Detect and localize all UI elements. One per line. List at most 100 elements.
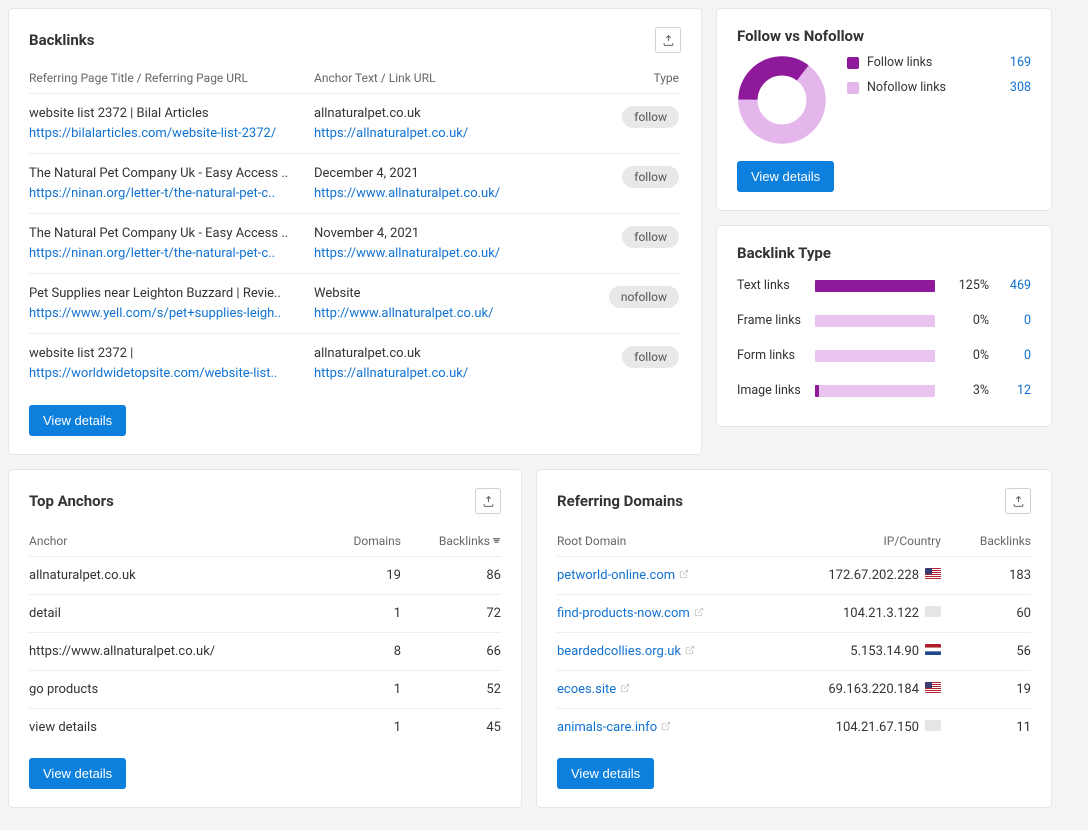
- anchor-backlinks: 86: [401, 568, 501, 583]
- ip-address: 172.67.202.228: [828, 568, 919, 583]
- col-header-anchor: Anchor Text / Link URL: [314, 71, 604, 85]
- domain-backlinks: 183: [941, 568, 1031, 583]
- anchor-domains: 1: [301, 720, 401, 735]
- col-header-domain[interactable]: Root Domain: [557, 534, 791, 548]
- link-url[interactable]: https://www.allnaturalpet.co.uk/: [314, 186, 594, 201]
- anchor-text: detail: [29, 606, 301, 621]
- anchor-text: December 4, 2021: [314, 166, 594, 181]
- external-link-icon: [661, 720, 671, 735]
- ip-address: 104.21.3.122: [843, 606, 919, 621]
- referring-url[interactable]: https://worldwidetopsite.com/website-lis…: [29, 366, 304, 381]
- link-url[interactable]: https://www.allnaturalpet.co.uk/: [314, 246, 594, 261]
- blt-value[interactable]: 0: [989, 313, 1031, 328]
- referring-title: website list 2372 |: [29, 346, 304, 361]
- view-details-button[interactable]: View details: [557, 758, 654, 789]
- col-header-backlinks[interactable]: Backlinks: [401, 534, 501, 548]
- referring-url[interactable]: https://ninan.org/letter-t/the-natural-p…: [29, 186, 304, 201]
- legend-value-nofollow[interactable]: 308: [1010, 80, 1031, 95]
- col-header-domains[interactable]: Domains: [301, 534, 401, 548]
- backlink-row: website list 2372 | Bilal Articles https…: [29, 93, 681, 153]
- domain-link[interactable]: beardedcollies.org.uk: [557, 644, 695, 659]
- col-header-ip[interactable]: IP/Country: [791, 534, 941, 548]
- country-flag-icon: [925, 568, 941, 583]
- follow-nofollow-panel: Follow vs Nofollow Follow links 169: [716, 8, 1052, 211]
- domain-backlinks: 11: [941, 720, 1031, 735]
- blt-value[interactable]: 0: [989, 348, 1031, 363]
- view-details-button[interactable]: View details: [737, 161, 834, 192]
- domain-link[interactable]: ecoes.site: [557, 682, 630, 697]
- ip-address: 104.21.67.150: [836, 720, 919, 735]
- ip-address: 5.153.14.90: [850, 644, 919, 659]
- blt-percent: 0%: [947, 313, 989, 328]
- backlink-type-row: Frame links 0% 0: [737, 303, 1031, 338]
- export-button[interactable]: [655, 27, 681, 53]
- top-anchors-title: Top Anchors: [29, 492, 114, 510]
- external-link-icon: [685, 644, 695, 659]
- ip-address: 69.163.220.184: [828, 682, 919, 697]
- blt-value[interactable]: 469: [989, 278, 1031, 293]
- export-button[interactable]: [1005, 488, 1031, 514]
- anchor-row: https://www.allnaturalpet.co.uk/ 8 66: [29, 632, 501, 670]
- referring-url[interactable]: https://ninan.org/letter-t/the-natural-p…: [29, 246, 304, 261]
- backlink-type-row: Text links 125% 469: [737, 268, 1031, 303]
- swatch-follow: [847, 57, 859, 69]
- blt-value[interactable]: 12: [989, 383, 1031, 398]
- view-details-button[interactable]: View details: [29, 405, 126, 436]
- col-header-backlinks[interactable]: Backlinks: [941, 534, 1031, 548]
- export-icon: [662, 34, 675, 47]
- domain-link[interactable]: find-products-now.com: [557, 606, 704, 621]
- referring-title: website list 2372 | Bilal Articles: [29, 106, 304, 121]
- sort-desc-icon: [492, 536, 501, 545]
- domain-row: find-products-now.com 104.21.3.122 60: [557, 594, 1031, 632]
- backlink-type-row: Form links 0% 0: [737, 338, 1031, 373]
- domain-row: ecoes.site 69.163.220.184 19: [557, 670, 1031, 708]
- domain-backlinks: 19: [941, 682, 1031, 697]
- backlink-type-panel: Backlink Type Text links 125% 469 Frame …: [716, 225, 1052, 427]
- domain-backlinks: 56: [941, 644, 1031, 659]
- country-flag-icon: [925, 606, 941, 621]
- col-header-referring: Referring Page Title / Referring Page UR…: [29, 71, 314, 85]
- referring-url[interactable]: https://www.yell.com/s/pet+supplies-leig…: [29, 306, 304, 321]
- donut-chart: [737, 55, 827, 145]
- follow-type-pill: follow: [622, 166, 679, 188]
- domain-link[interactable]: animals-care.info: [557, 720, 671, 735]
- external-link-icon: [694, 606, 704, 621]
- view-details-button[interactable]: View details: [29, 758, 126, 789]
- referring-title: The Natural Pet Company Uk - Easy Access…: [29, 166, 304, 181]
- blt-bar: [815, 280, 935, 292]
- link-url[interactable]: https://allnaturalpet.co.uk/: [314, 126, 594, 141]
- col-header-anchor[interactable]: Anchor: [29, 534, 301, 548]
- top-anchors-panel: Top Anchors Anchor Domains Backlinks all…: [8, 469, 522, 808]
- blt-percent: 125%: [947, 278, 989, 293]
- anchor-domains: 1: [301, 682, 401, 697]
- backlink-row: Pet Supplies near Leighton Buzzard | Rev…: [29, 273, 681, 333]
- anchor-text: November 4, 2021: [314, 226, 594, 241]
- legend-label-follow: Follow links: [867, 55, 932, 70]
- anchor-row: view details 1 45: [29, 708, 501, 746]
- follow-type-pill: follow: [622, 346, 679, 368]
- referring-domains-title: Referring Domains: [557, 492, 683, 510]
- export-button[interactable]: [475, 488, 501, 514]
- anchor-backlinks: 45: [401, 720, 501, 735]
- external-link-icon: [679, 568, 689, 583]
- col-header-type: Type: [604, 71, 679, 85]
- referring-url[interactable]: https://bilalarticles.com/website-list-2…: [29, 126, 304, 141]
- external-link-icon: [620, 682, 630, 697]
- anchor-row: go products 1 52: [29, 670, 501, 708]
- link-url[interactable]: http://www.allnaturalpet.co.uk/: [314, 306, 594, 321]
- blt-percent: 3%: [947, 383, 989, 398]
- follow-type-pill: follow: [622, 106, 679, 128]
- backlink-row: The Natural Pet Company Uk - Easy Access…: [29, 213, 681, 273]
- legend-value-follow[interactable]: 169: [1010, 55, 1031, 70]
- blt-label: Text links: [737, 278, 815, 293]
- backlinks-panel: Backlinks Referring Page Title / Referri…: [8, 8, 702, 455]
- referring-title: Pet Supplies near Leighton Buzzard | Rev…: [29, 286, 304, 301]
- blt-label: Frame links: [737, 313, 815, 328]
- backlink-row: The Natural Pet Company Uk - Easy Access…: [29, 153, 681, 213]
- anchor-domains: 19: [301, 568, 401, 583]
- swatch-nofollow: [847, 82, 859, 94]
- link-url[interactable]: https://allnaturalpet.co.uk/: [314, 366, 594, 381]
- domain-row: animals-care.info 104.21.67.150 11: [557, 708, 1031, 746]
- follow-type-pill: nofollow: [609, 286, 679, 308]
- domain-link[interactable]: petworld-online.com: [557, 568, 689, 583]
